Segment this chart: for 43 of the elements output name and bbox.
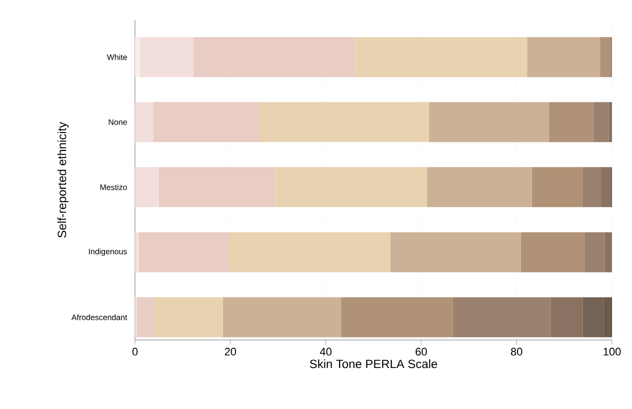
bar: [549, 102, 594, 142]
bar: [135, 102, 154, 142]
bar: [520, 232, 584, 272]
bar: [426, 167, 532, 208]
bar: [135, 167, 159, 208]
bar: [135, 37, 140, 78]
bar: [608, 102, 612, 142]
bar: [452, 297, 551, 338]
x-tick-label: 40: [320, 348, 332, 356]
x-tick-label: 20: [224, 348, 236, 356]
bar: [275, 167, 427, 208]
bar: [158, 167, 276, 208]
bar: [229, 232, 390, 272]
bar: [136, 297, 154, 338]
bar: [604, 297, 610, 338]
bar: [527, 37, 600, 78]
bar: [584, 232, 605, 272]
bar: [341, 297, 453, 338]
bar: [154, 297, 223, 338]
bar: [593, 102, 609, 142]
bar: [193, 37, 356, 78]
bar: [600, 37, 611, 78]
bar: [222, 297, 342, 338]
bar: [153, 102, 260, 142]
x-tick-label: 80: [510, 348, 522, 356]
bar: [140, 37, 194, 78]
bar: [601, 167, 610, 208]
bar: [138, 232, 230, 272]
bar: [582, 297, 604, 338]
x-axis-title: Skin Tone PERLA Scale: [310, 359, 438, 368]
bar: [355, 37, 528, 78]
bar: [582, 167, 602, 208]
bar: [135, 232, 139, 272]
bar: [428, 102, 550, 142]
x-tick-label: 0: [132, 348, 138, 356]
bar: [390, 232, 521, 272]
bar: [260, 102, 429, 142]
x-tick-label: 60: [416, 348, 427, 356]
bar: [550, 297, 583, 338]
x-tick-label: 100: [604, 348, 621, 356]
bar: [604, 232, 612, 272]
y-axis-title: Self-reported ethnicity: [57, 122, 69, 238]
bar: [532, 167, 582, 208]
